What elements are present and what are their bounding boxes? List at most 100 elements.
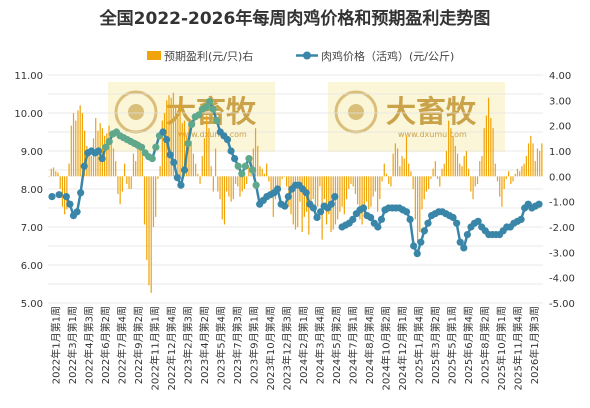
price-point [77, 189, 85, 197]
profit-bar [476, 176, 479, 184]
legend-label-profit: 预期盈利(元/只)右 [164, 49, 253, 63]
price-point [456, 238, 464, 246]
profit-bar [281, 176, 283, 179]
profit-bar [128, 176, 130, 189]
profit-bar [48, 176, 50, 177]
profit-bar [206, 115, 208, 177]
price-point [55, 191, 63, 199]
price-point [234, 162, 242, 170]
x-axis-tick: 2023年9月第1周 [247, 306, 260, 384]
price-point [102, 143, 110, 151]
legend-swatch-profit [147, 51, 161, 60]
left-axis-tick: 7.00 [21, 223, 43, 234]
profit-bar [452, 135, 454, 177]
x-axis-tick: 2022年12月第4周 [165, 306, 178, 391]
price-point [180, 166, 189, 174]
price-point [517, 215, 525, 223]
right-axis-tick: 1.00 [549, 147, 571, 158]
profit-bar [234, 176, 237, 184]
profit-bar [106, 133, 108, 177]
profit-bar [514, 173, 516, 177]
price-point [166, 151, 174, 159]
profit-bar [465, 151, 468, 177]
x-axis-tick: 2025年8月第2周 [478, 306, 491, 384]
profit-bar [288, 176, 290, 207]
legend-label-price: 肉鸡价格（活鸡）(元/公斤) [321, 49, 454, 63]
profit-bar [368, 176, 370, 210]
profit-bar [303, 176, 305, 217]
right-axis: 4.00 3.00 2.00 1.00 0.00 -1.00 -2.00 -3.00 -4.00… [549, 71, 575, 310]
profit-bar [168, 95, 170, 177]
profit-bar [181, 123, 183, 177]
profit-bar [266, 163, 268, 177]
x-axis-tick: 2025年6月第4周 [462, 306, 475, 384]
profit-bar [363, 176, 365, 215]
profit-bar [319, 176, 321, 187]
profit-bar [403, 158, 405, 177]
profit-bar [248, 166, 250, 177]
price-point [170, 158, 178, 166]
profit-bar [352, 176, 354, 187]
price-point [188, 120, 196, 128]
price-point [420, 227, 429, 235]
profit-bar [150, 176, 152, 293]
profit-bar [72, 113, 75, 177]
price-point [281, 202, 289, 210]
profit-bar [50, 168, 52, 177]
profit-bar [199, 176, 201, 184]
price-point [177, 181, 185, 189]
price-point [349, 215, 357, 223]
profit-bar [530, 135, 532, 177]
profit-bar [277, 176, 279, 195]
profit-bar [112, 148, 115, 177]
profit-bar [348, 176, 350, 189]
price-point [241, 162, 249, 170]
price-point [245, 155, 253, 163]
price-point [80, 162, 88, 170]
profit-bar [519, 171, 521, 177]
profit-bar [394, 143, 396, 177]
price-point [474, 217, 482, 225]
price-point [273, 185, 282, 193]
x-axis-tick: 2022年4月第3周 [82, 306, 95, 384]
watermark-logo-icon [128, 104, 144, 120]
profit-bar [379, 176, 381, 200]
profit-bar [483, 128, 485, 177]
profit-bar [454, 145, 456, 177]
profit-bar [79, 105, 81, 177]
price-point [331, 193, 339, 201]
x-axis-tick: 2024年10月第2周 [379, 306, 392, 391]
profit-bar [334, 176, 337, 225]
profit-bar [214, 148, 217, 177]
profit-bar [137, 140, 139, 177]
price-point [231, 155, 239, 163]
profit-bar [246, 176, 248, 184]
profit-bar [492, 128, 494, 177]
profit-bar [479, 161, 481, 177]
profit-bar [481, 156, 483, 177]
x-axis-tick: 2023年4月第2周 [198, 306, 211, 384]
profit-bar [441, 168, 443, 177]
profit-bar [219, 176, 221, 200]
profit-bar [101, 128, 103, 177]
profit-bar [448, 120, 450, 177]
price-point [302, 189, 310, 197]
profit-bar [297, 176, 299, 227]
x-axis-tick: 2025年11月第4周 [511, 306, 524, 391]
profit-bar [456, 153, 459, 177]
profit-bar [410, 171, 412, 177]
left-axis-tick: 10.00 [14, 109, 43, 120]
profit-bar [359, 176, 361, 220]
profit-bar [490, 118, 492, 177]
profit-bar [323, 176, 325, 200]
profit-bar [474, 176, 476, 187]
profit-bar [459, 163, 461, 177]
legend: 预期盈利(元/只)右 肉鸡价格（活鸡）(元/公斤) [147, 49, 454, 63]
price-point [284, 193, 292, 201]
price-point [402, 208, 411, 216]
profit-bar [157, 176, 159, 179]
x-axis-tick: 2024年7月第1周 [346, 306, 359, 384]
left-axis-tick: 9.00 [21, 147, 43, 158]
profit-bar [423, 176, 425, 200]
x-axis-tick: 2022年11月第1周 [148, 306, 161, 391]
